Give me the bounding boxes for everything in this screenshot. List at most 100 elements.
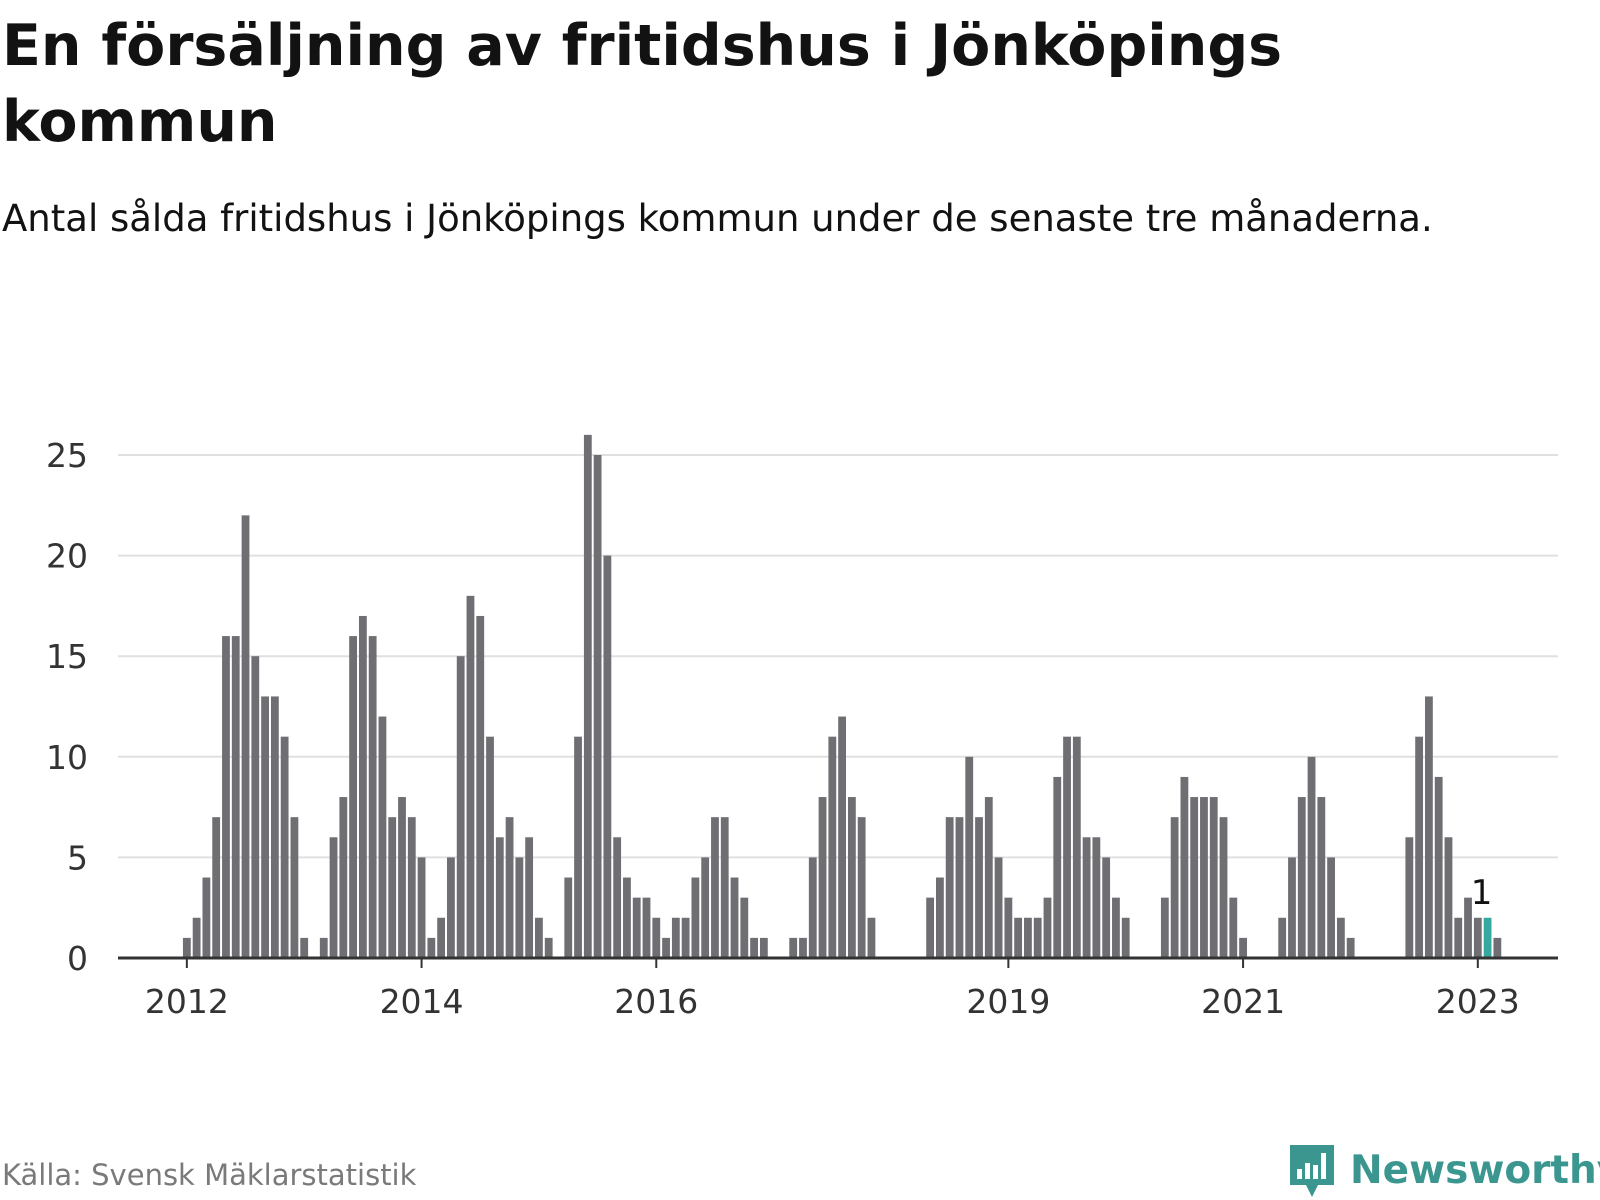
bar [691, 877, 700, 958]
bar [1200, 797, 1208, 958]
bar [1180, 776, 1189, 958]
bar [1425, 696, 1433, 958]
bar [486, 736, 494, 958]
bar [290, 817, 299, 958]
bar [1327, 857, 1335, 958]
bar [613, 837, 622, 958]
bar [300, 937, 309, 958]
bar [711, 817, 719, 958]
bar [955, 817, 964, 958]
y-tick-label: 25 [46, 436, 88, 475]
bar [808, 857, 817, 958]
bar [398, 797, 406, 958]
bar [1473, 917, 1482, 958]
bar [603, 555, 612, 958]
bar [437, 917, 446, 958]
chart-title: En försäljning av fritidshus i Jönköping… [2, 13, 1283, 155]
brand-name: Newsworthy [1350, 1147, 1600, 1193]
bar [1160, 897, 1169, 958]
bar [701, 857, 710, 958]
bar [329, 837, 338, 958]
bar [926, 897, 935, 958]
bar [1072, 736, 1081, 958]
bar [427, 937, 436, 958]
bar [1229, 897, 1238, 958]
x-tick-label: 2021 [1201, 982, 1285, 1021]
bar-chart: 0 5 10 15 20 25 2012 2014 2016 2019 2021 2023 1 [46, 434, 1558, 1021]
bar [1190, 797, 1199, 958]
bar [1063, 736, 1071, 958]
bar [583, 434, 592, 958]
bar [847, 797, 856, 958]
bar [1297, 797, 1306, 958]
bar [525, 837, 534, 958]
bar [652, 917, 661, 958]
bar [1317, 797, 1326, 958]
bar [1454, 917, 1463, 958]
bar [1004, 897, 1013, 958]
bar [975, 817, 983, 958]
x-tick-label: 2012 [145, 982, 229, 1021]
bar [671, 917, 680, 958]
bar [466, 595, 475, 958]
bar [1434, 776, 1443, 958]
bar [1102, 857, 1111, 958]
newsworthy-logo-icon [1290, 1145, 1334, 1197]
bar [1043, 897, 1052, 958]
bar [241, 515, 250, 958]
bar [319, 937, 328, 958]
bar [1219, 817, 1228, 958]
bar [623, 877, 631, 958]
bar [192, 917, 201, 958]
bar [1024, 917, 1032, 958]
bar [818, 797, 827, 958]
bar [574, 736, 582, 958]
y-tick-label: 5 [67, 838, 88, 877]
bar-highlight [1483, 917, 1492, 958]
x-tick-label: 2023 [1436, 982, 1520, 1021]
bar [544, 937, 553, 958]
brand-logo: Newsworthy [1288, 1140, 1600, 1200]
bar [1464, 897, 1472, 958]
bar [1307, 756, 1316, 958]
y-tick-label: 20 [46, 537, 88, 576]
bar [1288, 857, 1296, 958]
bar [632, 897, 641, 958]
bar [759, 937, 768, 958]
bar [740, 897, 749, 958]
x-tick-label: 2019 [966, 982, 1050, 1021]
bar [857, 817, 866, 958]
bar [1444, 837, 1453, 958]
chart-subtitle: Antal sålda fritidshus i Jönköpings komm… [2, 197, 1433, 240]
bar [936, 877, 944, 958]
bar [681, 917, 690, 958]
bar [750, 937, 758, 958]
bar [984, 797, 993, 958]
bar [280, 736, 289, 958]
bar [476, 615, 485, 958]
bar [799, 937, 807, 958]
bar [720, 817, 729, 958]
bar [564, 877, 573, 958]
bar [662, 937, 670, 958]
bar [1209, 797, 1218, 958]
bar [222, 636, 230, 958]
bar [945, 817, 954, 958]
bar [1336, 917, 1345, 958]
x-tick-label: 2014 [380, 982, 464, 1021]
bar [515, 857, 524, 958]
bar [1493, 937, 1502, 958]
bar [1092, 837, 1101, 958]
y-tick-label: 15 [46, 637, 88, 676]
x-tick-label: 2016 [614, 982, 698, 1021]
bar [349, 636, 357, 958]
bar [1278, 917, 1287, 958]
bar [1033, 917, 1042, 958]
bar [378, 716, 387, 958]
bar [251, 656, 260, 958]
bar [212, 817, 221, 958]
bar [231, 636, 240, 958]
bar [417, 857, 426, 958]
bar [182, 937, 191, 958]
bar [1415, 736, 1424, 958]
